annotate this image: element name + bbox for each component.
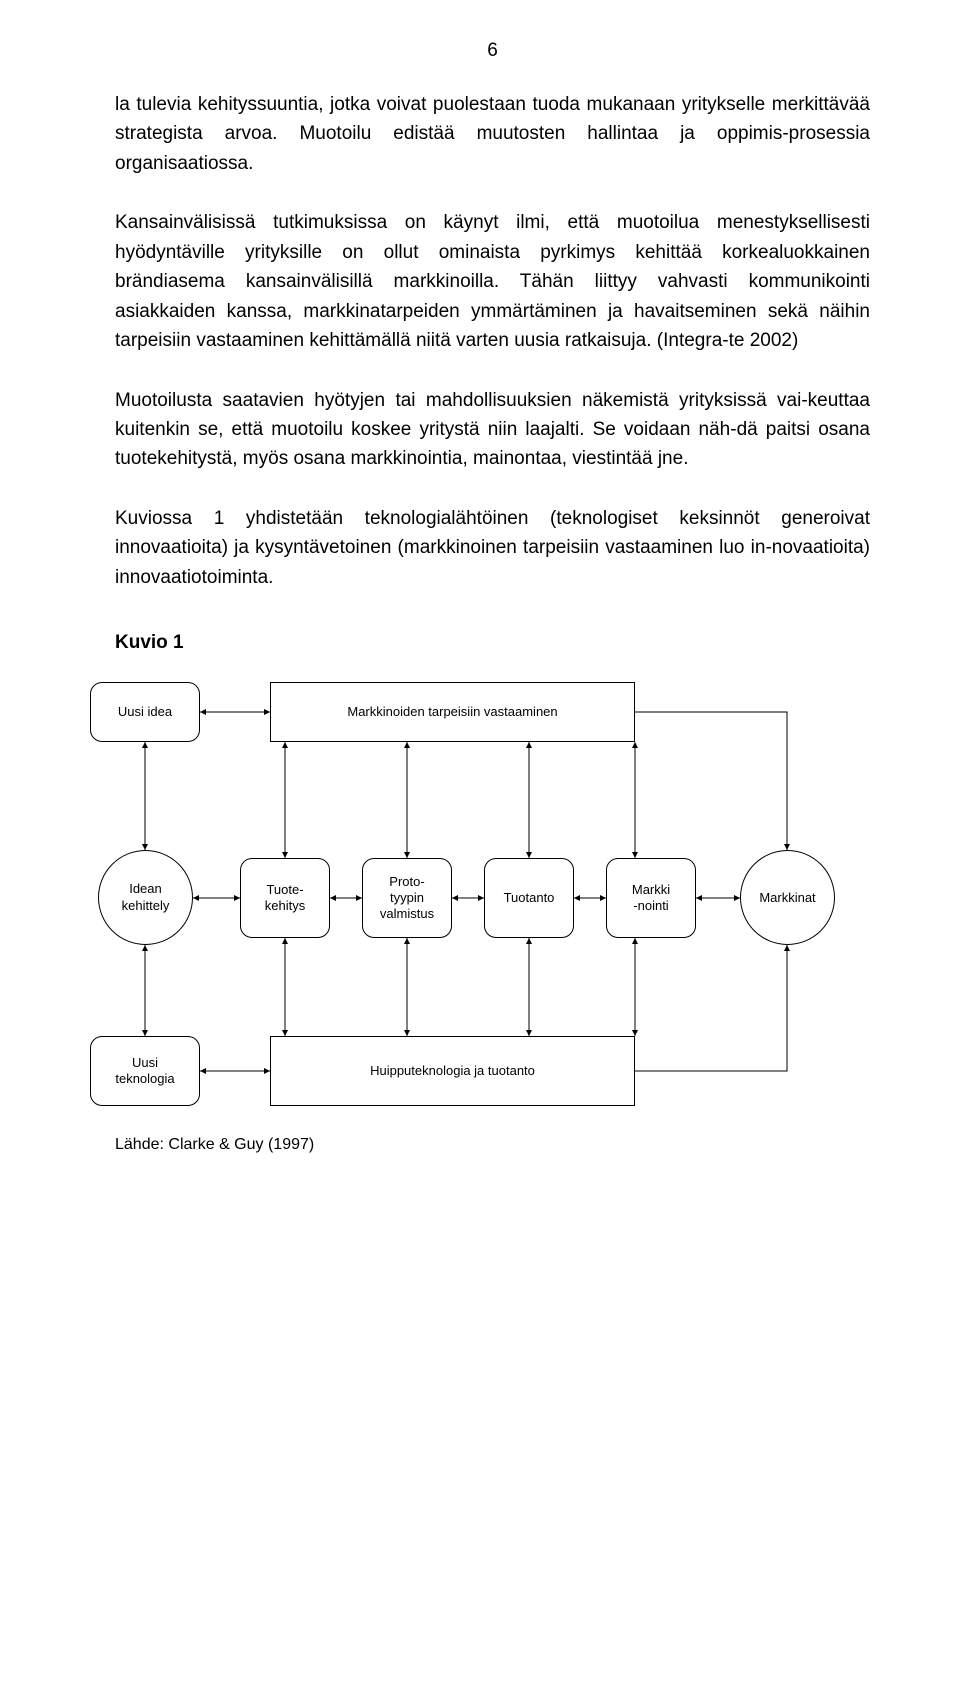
node-uusi_teknologia: Uusiteknologia <box>90 1036 200 1106</box>
edge-markkinoiden-markkinat <box>635 712 787 850</box>
node-tuote_kehitys: Tuote-kehitys <box>240 858 330 938</box>
node-huipputekno: Huipputeknologia ja tuotanto <box>270 1036 635 1106</box>
flowchart: Uusi idea Markkinoiden tarpeisiin vastaam… <box>90 678 845 1118</box>
node-idean_kehittely: Ideankehittely <box>98 850 193 945</box>
figure-heading: Kuvio 1 <box>115 632 870 654</box>
paragraph-4: Kuviossa 1 yhdistetään teknologialähtöin… <box>115 504 870 592</box>
node-tuotanto: Tuotanto <box>484 858 574 938</box>
node-markkinat: Markkinat <box>740 850 835 945</box>
paragraph-3: Muotoilusta saatavien hyötyjen tai mahdo… <box>115 386 870 474</box>
page-number: 6 <box>115 40 870 62</box>
node-markkinoiden: Markkinoiden tarpeisiin vastaaminen <box>270 682 635 742</box>
edge-huipputekno-markkinat <box>635 945 787 1071</box>
paragraph-1: la tulevia kehityssuuntia, jotka voivat … <box>115 90 870 178</box>
node-markkinointi: Markki-nointi <box>606 858 696 938</box>
node-uusi_idea: Uusi idea <box>90 682 200 742</box>
paragraph-2: Kansainvälisissä tutkimuksissa on käynyt… <box>115 208 870 355</box>
node-proto: Proto-tyypinvalmistus <box>362 858 452 938</box>
source-citation: Lähde: Clarke & Guy (1997) <box>115 1136 870 1154</box>
